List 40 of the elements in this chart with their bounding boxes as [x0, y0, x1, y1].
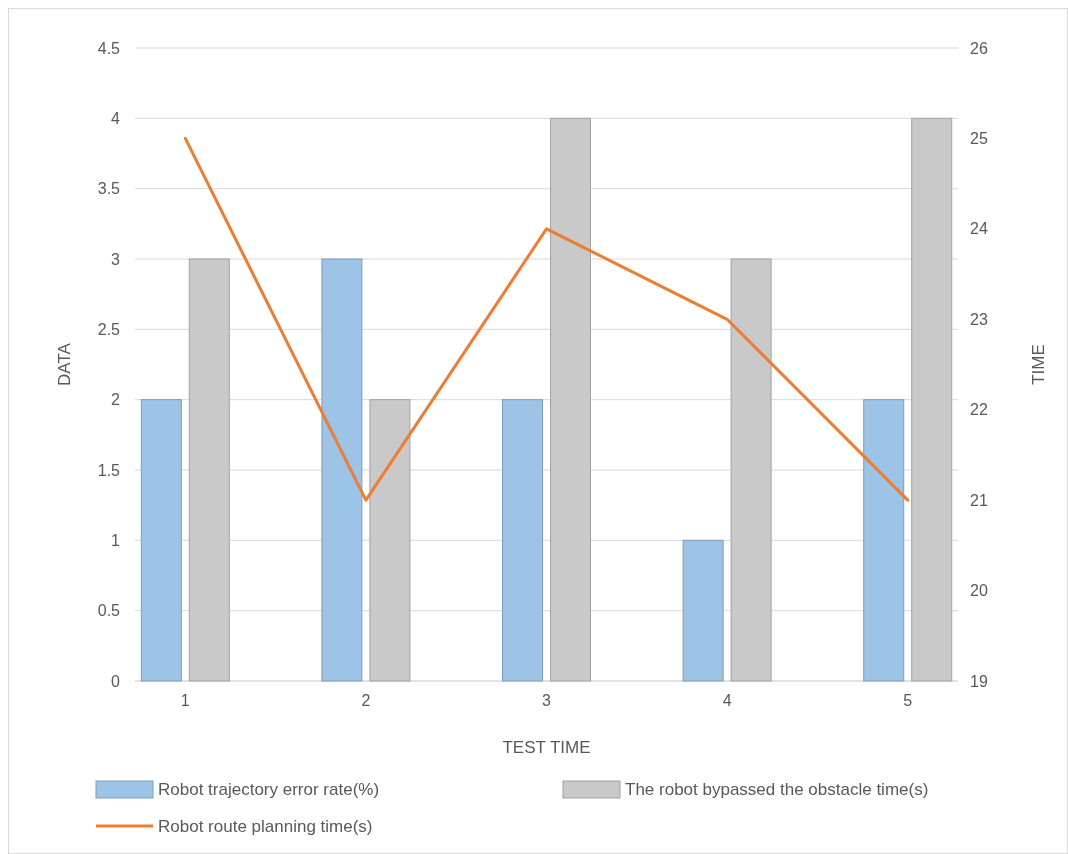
y-tick-label: 2 — [111, 391, 121, 409]
y-axis-title: DATA — [55, 342, 74, 386]
x-axis-title: TEST TIME — [502, 738, 591, 757]
bar — [911, 117, 953, 682]
y2-tick-label: 19 — [970, 672, 988, 690]
bar — [369, 399, 411, 682]
legend-label: The robot bypassed the obstacle time(s) — [625, 779, 929, 799]
bar — [188, 258, 230, 682]
bar — [550, 117, 591, 682]
y2-tick-label: 22 — [970, 401, 988, 419]
y-tick-label: 1.5 — [97, 461, 121, 479]
x-tick-label: 1 — [180, 692, 190, 709]
y-tick-label: 0 — [111, 672, 121, 690]
legend-label: Robot route planning time(s) — [158, 816, 373, 836]
x-tick-label: 5 — [903, 692, 913, 709]
line-series — [183, 136, 910, 502]
y-tick-label: 4 — [111, 109, 121, 127]
bar — [730, 258, 772, 682]
bar — [863, 399, 905, 682]
y2-tick-label: 25 — [970, 130, 988, 148]
y-tick-label: 4.5 — [97, 39, 121, 57]
y-tick-label: 0.5 — [97, 602, 121, 620]
y2-axis-title: TIME — [1029, 344, 1048, 385]
y2-tick-label: 20 — [970, 582, 988, 600]
y2-tick-label: 24 — [970, 220, 988, 238]
bar — [502, 399, 543, 682]
y-tick-label: 3 — [111, 250, 121, 268]
y2-tick-label: 21 — [970, 491, 988, 509]
y-tick-label: 1 — [111, 531, 121, 549]
x-tick-label: 2 — [361, 692, 371, 709]
y-tick-label: 3.5 — [97, 180, 121, 198]
bar — [682, 539, 724, 682]
legend-label: Robot trajectory error rate(%) — [158, 779, 380, 799]
y-tick-label: 2.5 — [97, 320, 121, 338]
bar — [321, 258, 363, 682]
x-tick-label: 3 — [542, 692, 552, 709]
x-tick-label: 4 — [722, 692, 732, 709]
bar — [140, 399, 182, 682]
y2-tick-label: 26 — [970, 39, 988, 57]
y2-tick-label: 23 — [970, 310, 988, 328]
